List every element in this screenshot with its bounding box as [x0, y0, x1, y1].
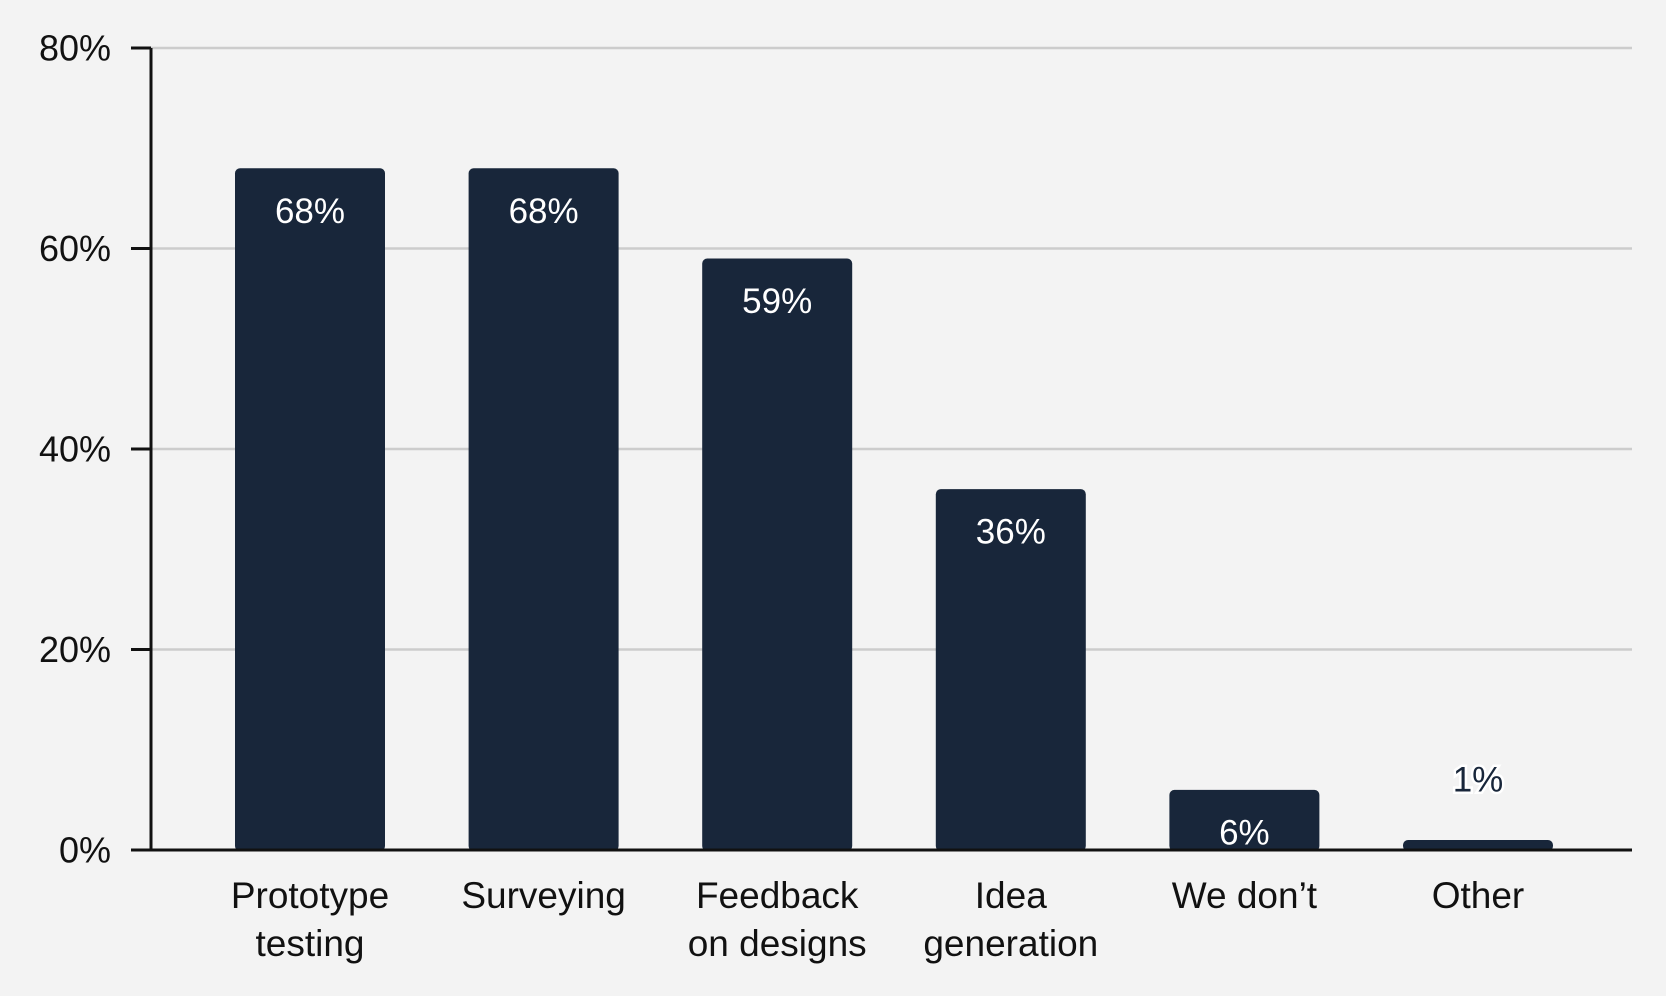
gridlines [151, 46, 1632, 651]
x-tick-label-line: We don’t [1172, 875, 1318, 916]
bar [235, 168, 385, 852]
x-tick-label: We don’t [1172, 875, 1318, 916]
axes: 0% 20% 40% 60% 80% [39, 28, 1632, 871]
data-label: 68% [275, 192, 345, 231]
y-tick-label: 80% [39, 28, 111, 69]
x-tick-label: Other [1432, 875, 1525, 916]
x-tick-label-line: Feedback [696, 875, 859, 916]
y-tick-label: 20% [39, 629, 111, 670]
data-label: 68% [509, 192, 579, 231]
bar [702, 258, 853, 851]
x-tick-label-line: Surveying [461, 875, 626, 916]
x-tick-label-line: Prototype [231, 875, 389, 916]
x-tick-label-line: Other [1432, 875, 1525, 916]
y-tick-label: 40% [39, 429, 111, 470]
x-tick-label-line: testing [255, 923, 364, 964]
bars [235, 168, 1553, 852]
bar [468, 168, 619, 852]
x-tick-label: Feedback on designs [688, 875, 867, 964]
x-tick-label-line: on designs [688, 923, 867, 964]
x-tick-label: Idea generation [923, 875, 1098, 964]
y-tick-label: 60% [39, 228, 111, 269]
x-tick-label: Prototype testing [231, 875, 389, 964]
bar [1169, 789, 1320, 851]
bar [1403, 839, 1553, 851]
data-label: 36% [976, 513, 1046, 552]
data-label: 59% [742, 282, 812, 321]
data-label: 6% [1219, 813, 1270, 852]
x-tick-label: Surveying [461, 875, 626, 916]
labels: 68% Prototype testing 68% Surveying 59% Feedba… [231, 192, 1524, 964]
y-tick-label: 0% [59, 830, 111, 871]
x-tick-label-line: Idea [975, 875, 1047, 916]
bar [935, 489, 1086, 851]
x-tick-label-line: generation [923, 923, 1098, 964]
data-label: 1% [1453, 760, 1504, 799]
